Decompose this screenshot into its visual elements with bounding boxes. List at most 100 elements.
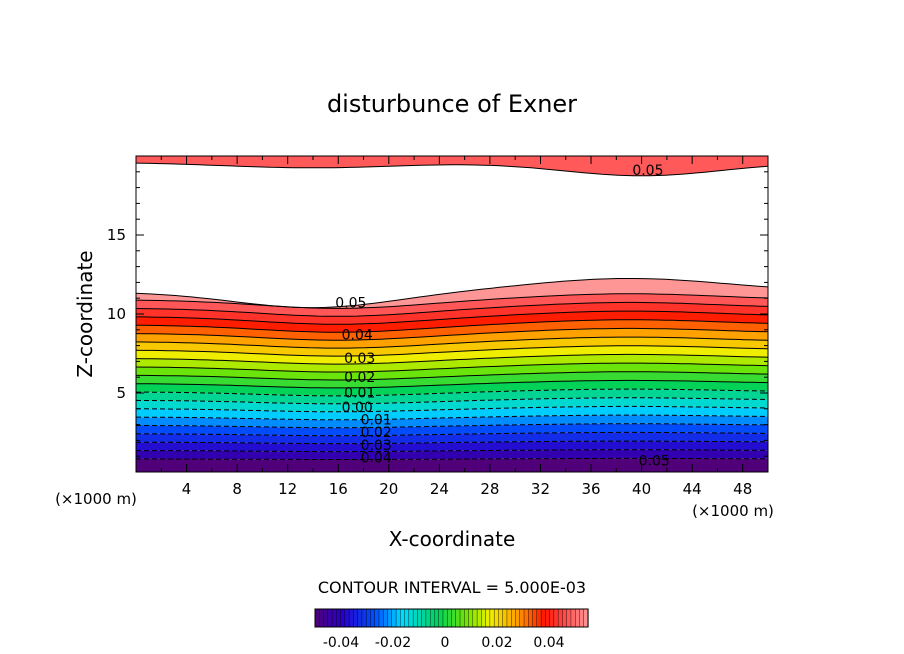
contour-line: [136, 310, 768, 325]
colorbar-cell: [476, 608, 482, 628]
contour-label: 0.05: [632, 163, 663, 179]
colorbar-tick-label: -0.04: [323, 635, 359, 651]
contour-band: [136, 278, 768, 309]
colorbar-cell: [314, 608, 320, 628]
colorbar-cell: [412, 608, 418, 628]
contour-line: [136, 431, 768, 437]
colorbar-cell: [515, 608, 521, 628]
colorbar-cell: [557, 608, 564, 628]
colorbar-cell: [455, 608, 461, 628]
colorbar-cell: [579, 608, 585, 628]
colorbar-cell: [425, 608, 431, 628]
x-tick-label: 40: [632, 480, 651, 498]
contour-band: [136, 389, 768, 404]
colorbar-cell: [340, 608, 346, 628]
contour-band: [136, 380, 768, 396]
x-tick-label: 32: [531, 480, 550, 498]
x-tick-label: 24: [430, 480, 449, 498]
colorbar-cell: [408, 608, 414, 628]
colorbar-cell: [472, 608, 478, 628]
contour-band: [136, 302, 768, 325]
colorbar-cell: [485, 608, 491, 628]
colorbar-cell: [511, 608, 517, 628]
contour-line: [136, 336, 768, 349]
x-tick-label: 48: [733, 480, 752, 498]
colorbar-cell: [391, 608, 397, 628]
contour-band: [136, 371, 768, 388]
contour-line: [136, 319, 768, 333]
x-tick-label: 28: [480, 480, 499, 498]
colorbar-cell: [404, 608, 410, 628]
colorbar-cell: [348, 608, 355, 628]
contour-label: 0.01: [344, 386, 375, 402]
y-tick-label: 15: [107, 226, 126, 244]
colorbar-cell: [327, 608, 333, 628]
contour-line: [136, 379, 768, 389]
y-tick-label: 10: [107, 305, 126, 323]
colorbar-cell: [331, 608, 337, 628]
contour-line: [136, 345, 768, 357]
colorbar-cell: [468, 608, 474, 628]
x-unit-label-right: (×1000 m): [692, 502, 774, 520]
contour-label: 0.01: [361, 413, 392, 429]
colorbar-cell: [429, 608, 436, 628]
contour-line: [136, 353, 768, 365]
colorbar-cell: [417, 608, 423, 628]
colorbar-cell: [562, 608, 568, 628]
contour-line: [136, 440, 768, 445]
colorbar-cell: [387, 608, 393, 628]
contour-label: 0.00: [342, 400, 373, 416]
colorbar-cell: [536, 608, 542, 628]
colorbar-cell: [336, 608, 342, 628]
contour-line: [136, 449, 768, 453]
colorbar: [314, 608, 589, 628]
colorbar-tick-labels: -0.04 -0.02 0 0.02 0.04: [323, 635, 565, 651]
contour-band: [136, 311, 768, 333]
contour-label: 0.03: [361, 438, 392, 454]
x-tick-label: 36: [581, 480, 600, 498]
contour-band: [136, 363, 768, 380]
contour-line: [136, 301, 768, 317]
contour-band: [136, 415, 768, 428]
colorbar-cell: [545, 608, 551, 628]
x-tick-label: 4: [182, 480, 192, 498]
contour-band: [136, 337, 768, 357]
colorbar-cell: [464, 608, 470, 628]
colorbar-cell: [506, 608, 512, 628]
contour-band: [136, 449, 768, 460]
colorbar-tick-label: 0.02: [481, 635, 512, 651]
contour-band-upper: [136, 156, 768, 176]
contour-line: [136, 405, 768, 413]
colorbar-cell: [378, 608, 384, 628]
colorbar-cell: [481, 608, 487, 628]
colorbar-cell: [570, 608, 576, 628]
contour-band: [136, 293, 768, 317]
contour-label: 0.04: [342, 327, 373, 343]
colorbar-cell: [319, 608, 325, 628]
colorbar-cell: [553, 608, 559, 628]
x-unit-label-left: (×1000 m): [55, 490, 137, 508]
colorbar-cell: [519, 608, 525, 628]
contour-plot-area: 0.050.050.040.030.020.010.000.010.020.03…: [107, 155, 769, 498]
contour-band: [136, 441, 768, 452]
contour-band: [136, 354, 768, 372]
contour-band: [136, 319, 768, 341]
colorbar-cell: [566, 608, 572, 628]
x-tick-label: 44: [683, 480, 702, 498]
contour-line: [136, 457, 768, 460]
contour-interval-label: CONTOUR INTERVAL = 5.000E-03: [318, 578, 586, 597]
colorbar-cell: [447, 608, 453, 628]
y-axis-label: Z-coordinate: [73, 250, 97, 377]
colorbar-cell: [489, 608, 495, 628]
contour-line: [136, 327, 768, 341]
colorbar-cell: [442, 608, 448, 628]
contour-band: [136, 345, 768, 365]
colorbar-cell: [502, 608, 508, 628]
colorbar-cell: [370, 608, 376, 628]
colorbar-cell: [374, 608, 380, 628]
contour-band: [136, 458, 768, 472]
colorbar-cell: [344, 608, 350, 628]
chart-title: disturbunce of Exner: [327, 90, 577, 118]
contour-line: [136, 293, 768, 309]
y-tick-label: 5: [116, 384, 126, 402]
